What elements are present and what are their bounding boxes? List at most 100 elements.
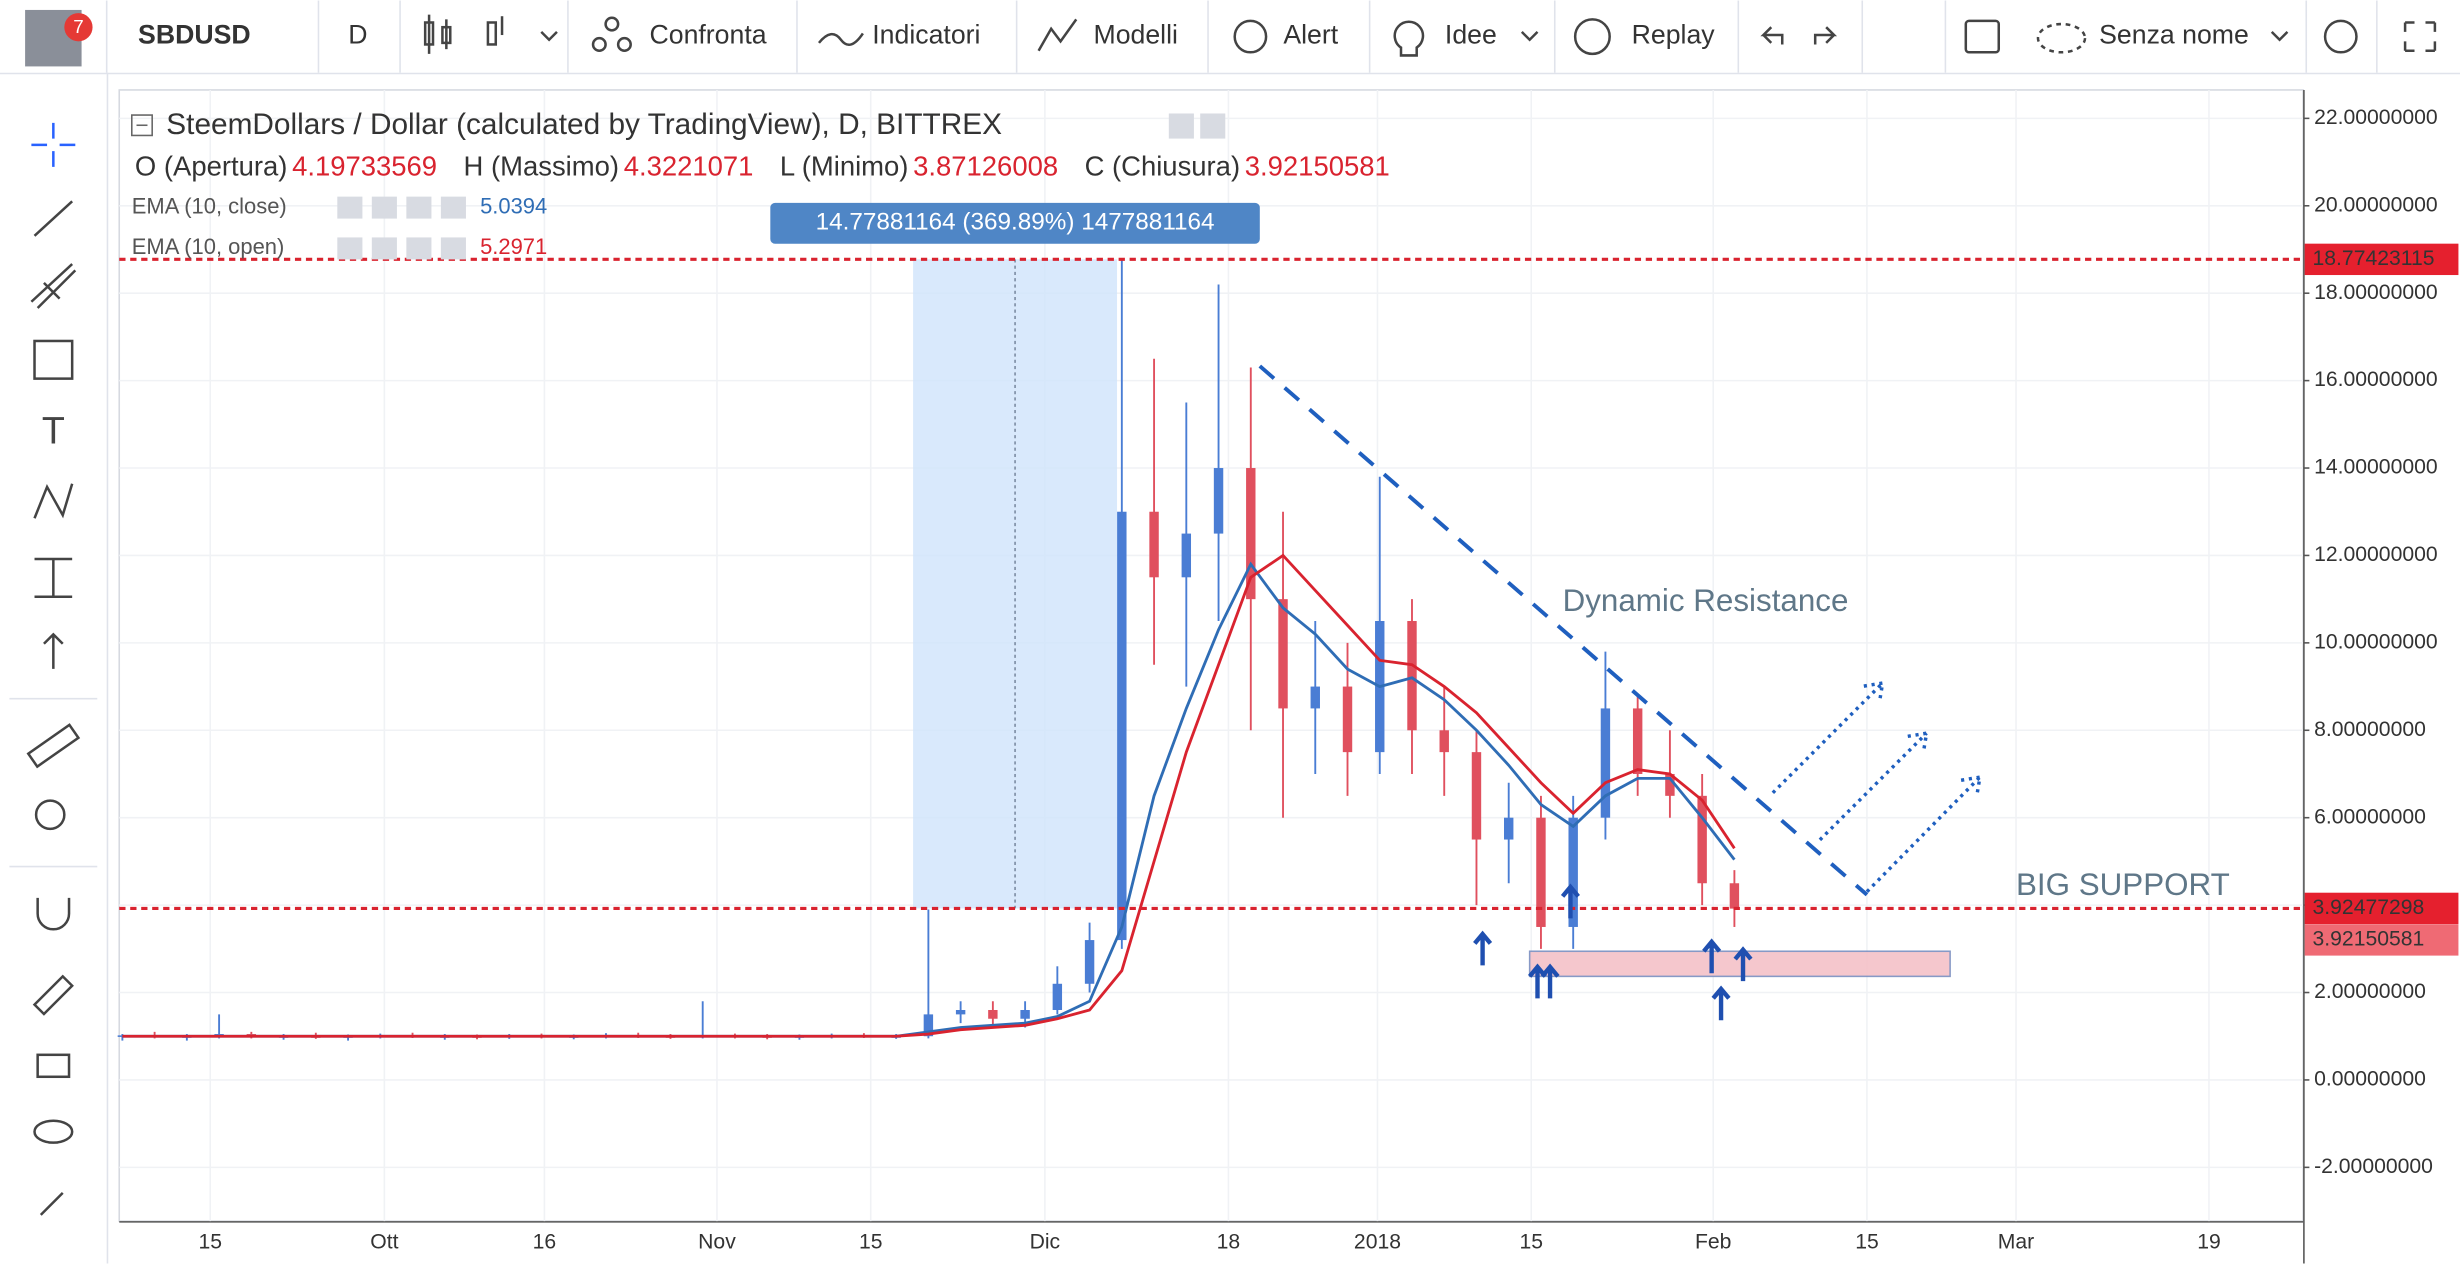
price-label: 18.77423115 bbox=[2313, 247, 2435, 270]
x-tick-label: 16 bbox=[533, 1231, 557, 1254]
measure-label: 14.77881164 (369.89%) 1477881164 bbox=[816, 209, 1215, 236]
draw-lock-tool[interactable] bbox=[32, 974, 74, 1016]
study-button[interactable] bbox=[337, 237, 363, 260]
layout-icon[interactable] bbox=[1964, 19, 2001, 54]
study-button[interactable] bbox=[337, 196, 363, 219]
x-tick-label: 2018 bbox=[1354, 1231, 1401, 1254]
x-tick-label: 15 bbox=[1855, 1231, 1879, 1254]
text-tool[interactable]: T bbox=[42, 409, 65, 451]
arrow-tool[interactable] bbox=[43, 632, 64, 669]
candle-body bbox=[1342, 686, 1353, 753]
top-toolbar: 7 SBDUSD D Confronta Indicatori Modelli … bbox=[0, 0, 2460, 75]
candle-body bbox=[923, 1014, 934, 1037]
ohlc-label: C (Chiusura) bbox=[1085, 151, 1241, 182]
signal-arrow bbox=[1711, 985, 1731, 1021]
study-button[interactable] bbox=[440, 196, 466, 219]
signal-arrow bbox=[1702, 938, 1722, 974]
left-toolbar: T bbox=[9, 72, 109, 1264]
legend-button[interactable] bbox=[1168, 113, 1194, 139]
study-button[interactable] bbox=[371, 196, 397, 219]
dropdown[interactable] bbox=[540, 31, 558, 42]
symbol[interactable]: SBDUSD bbox=[138, 20, 251, 50]
candle-body bbox=[988, 1010, 998, 1019]
study-button[interactable] bbox=[440, 237, 466, 260]
badge bbox=[64, 13, 93, 42]
study-button[interactable] bbox=[371, 237, 397, 260]
candle-body bbox=[1504, 817, 1514, 840]
ruler-tool[interactable] bbox=[26, 723, 81, 769]
layout-name[interactable]: Senza nome bbox=[2099, 20, 2249, 50]
fullscreen[interactable] bbox=[2403, 21, 2437, 52]
y-tick-label: 12.00000000 bbox=[2314, 543, 2438, 566]
cloud-icon[interactable] bbox=[2036, 22, 2087, 54]
undo[interactable] bbox=[1760, 26, 1784, 45]
y-tick-label: 10.00000000 bbox=[2314, 630, 2438, 653]
measure-label-bg bbox=[770, 202, 1260, 244]
collapse-button[interactable] bbox=[131, 114, 153, 137]
price-label-bg bbox=[2304, 243, 2459, 276]
alert-icon[interactable] bbox=[1233, 19, 1268, 54]
x-tick-label: 15 bbox=[198, 1231, 222, 1254]
fib-tool[interactable] bbox=[30, 263, 77, 309]
x-tick-label: Dic bbox=[1030, 1231, 1061, 1254]
y-tick-label: 16.00000000 bbox=[2314, 368, 2438, 391]
indicators-icon[interactable] bbox=[817, 32, 864, 46]
lock-tool[interactable] bbox=[36, 1053, 71, 1079]
bars-icon[interactable] bbox=[486, 16, 504, 46]
magnet-tool[interactable] bbox=[36, 897, 71, 931]
y-tick-label: 14.00000000 bbox=[2314, 456, 2438, 479]
layout-dropdown[interactable] bbox=[2270, 31, 2289, 42]
signal-arrow bbox=[1733, 946, 1753, 982]
redo[interactable] bbox=[1813, 26, 1838, 45]
x-tick-label: 15 bbox=[859, 1231, 883, 1254]
x-tick-label: Nov bbox=[698, 1231, 736, 1254]
legend-button[interactable] bbox=[1200, 113, 1226, 139]
ideas-dropdown[interactable] bbox=[1520, 31, 1539, 42]
compare-icon[interactable] bbox=[591, 16, 632, 52]
replay[interactable]: Replay bbox=[1632, 20, 1716, 50]
templates[interactable]: Modelli bbox=[1094, 20, 1178, 50]
candle-body bbox=[1439, 730, 1449, 753]
measure-area bbox=[913, 259, 1118, 909]
legend-title: SteemDollars / Dollar (calculated by Tra… bbox=[166, 108, 1002, 141]
candle-body bbox=[1665, 773, 1675, 796]
ideas-icon[interactable] bbox=[1393, 20, 1425, 57]
target-arrow bbox=[1818, 731, 1929, 842]
study-buttons bbox=[337, 113, 1226, 260]
ohlc-value: 4.19733569 bbox=[292, 151, 437, 182]
zoom-tool[interactable] bbox=[34, 799, 66, 831]
trendline-tool[interactable] bbox=[33, 200, 74, 237]
candle-body bbox=[1181, 533, 1192, 578]
study-button[interactable] bbox=[406, 196, 432, 219]
badge-count: 7 bbox=[73, 16, 83, 37]
ideas[interactable]: Idee bbox=[1445, 20, 1497, 50]
alert[interactable]: Alert bbox=[1283, 20, 1338, 50]
candle-body bbox=[1568, 817, 1578, 927]
compare[interactable]: Confronta bbox=[650, 20, 767, 50]
pattern-tool[interactable] bbox=[33, 483, 74, 519]
overlay: 22.00000000 20.00000000 18.00000000 16.0000… bbox=[119, 106, 2459, 1254]
candle-body bbox=[1117, 511, 1127, 941]
ohlc-value: 3.87126008 bbox=[913, 151, 1058, 182]
y-tick-label: 0.00000000 bbox=[2314, 1068, 2426, 1091]
shape-tool[interactable] bbox=[33, 339, 74, 380]
visibility-tool[interactable] bbox=[33, 1119, 74, 1144]
study-value: 5.2971 bbox=[480, 234, 547, 259]
crosshair-tool[interactable] bbox=[31, 122, 76, 167]
signal-arrow bbox=[1560, 883, 1580, 919]
measure-tool[interactable] bbox=[34, 557, 73, 598]
study-button[interactable] bbox=[406, 237, 432, 260]
target-arrow bbox=[1771, 680, 1885, 795]
templates-icon[interactable] bbox=[1037, 18, 1078, 52]
study-name: EMA (10, open) bbox=[132, 234, 285, 259]
link-tool[interactable] bbox=[39, 1191, 64, 1216]
candles-icon[interactable] bbox=[423, 14, 452, 54]
replay-icon[interactable] bbox=[1573, 18, 1611, 56]
interval[interactable]: D bbox=[348, 20, 367, 50]
study-name: EMA (10, close) bbox=[132, 193, 287, 218]
indicators[interactable]: Indicatori bbox=[872, 20, 980, 50]
settings[interactable] bbox=[2323, 19, 2358, 54]
candle-body bbox=[1310, 686, 1320, 709]
candle-body bbox=[1278, 599, 1288, 709]
